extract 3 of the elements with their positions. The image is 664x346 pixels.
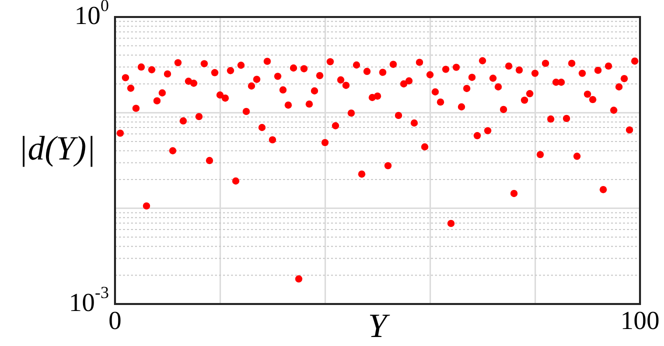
x-axis-title: Y xyxy=(368,308,390,345)
y-axis-title: |d(Y)| xyxy=(18,130,96,168)
x-tick-label: 0 xyxy=(108,306,122,335)
